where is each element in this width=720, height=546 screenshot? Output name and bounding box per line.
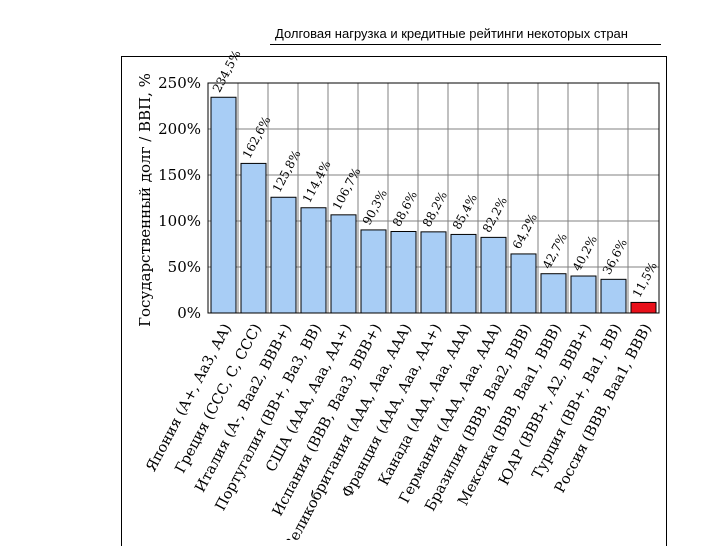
plot-area-border xyxy=(207,82,660,314)
axis-layer: 0% 50% 100% 150% 200% 250% xyxy=(158,74,660,322)
data-label: 125,8% xyxy=(270,148,304,195)
bar xyxy=(240,162,267,314)
y-tick-label: 100% xyxy=(158,212,201,230)
title-underline xyxy=(270,44,661,45)
data-label: 82,2% xyxy=(480,195,510,235)
bar xyxy=(360,229,387,314)
data-label: 85,4% xyxy=(450,192,480,232)
bar xyxy=(480,236,507,314)
data-label: 106,7% xyxy=(330,165,364,212)
slide-title: Долговая нагрузка и кредитные рейтинги н… xyxy=(0,26,720,46)
grid-layer xyxy=(208,82,659,313)
data-label: 114,4% xyxy=(300,158,334,205)
data-label: 88,2% xyxy=(420,189,450,229)
data-label: 11,5% xyxy=(630,260,660,300)
y-tick-label: 250% xyxy=(158,74,201,92)
bar xyxy=(270,196,297,314)
y-tick-label: 50% xyxy=(168,258,201,276)
chart-frame xyxy=(121,56,667,546)
y-tick-label: 0% xyxy=(177,304,201,322)
bar xyxy=(390,230,417,314)
y-tick-label: 200% xyxy=(158,120,201,138)
data-label: 64,2% xyxy=(510,211,540,251)
bar xyxy=(630,301,657,314)
bar xyxy=(420,231,447,314)
y-tick-label: 150% xyxy=(158,166,201,184)
bar xyxy=(540,273,567,314)
data-label: 234,5% xyxy=(210,48,244,95)
slide-title-text: Долговая нагрузка и кредитные рейтинги н… xyxy=(275,26,628,41)
data-label: 88,6% xyxy=(390,189,420,229)
bar xyxy=(450,233,477,314)
bar xyxy=(600,278,627,314)
bar xyxy=(210,96,237,314)
bar xyxy=(300,207,327,314)
data-label: 42,7% xyxy=(540,231,570,271)
bar xyxy=(330,214,357,314)
data-label: 36,6% xyxy=(600,237,630,277)
data-label: 162,6% xyxy=(240,114,274,161)
bar xyxy=(570,275,597,314)
y-axis-label: Государственный долг / ВВП, % xyxy=(136,73,154,327)
bars-layer xyxy=(210,96,657,314)
bar xyxy=(510,253,537,314)
